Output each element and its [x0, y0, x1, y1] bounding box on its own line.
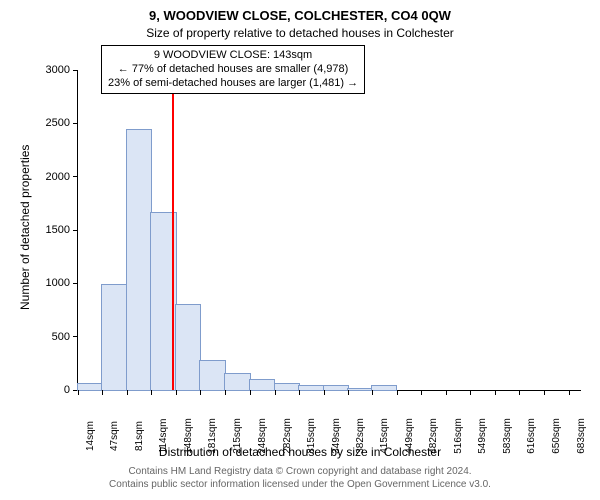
histogram-bar	[102, 285, 126, 390]
y-tick	[73, 70, 78, 71]
y-tick-label: 1500	[46, 224, 70, 236]
footer-line-2: Contains public sector information licen…	[0, 479, 600, 492]
attribution-footer: Contains HM Land Registry data © Crown c…	[0, 466, 600, 491]
x-tick	[102, 390, 103, 395]
histogram-bar	[200, 361, 224, 390]
x-tick	[151, 390, 152, 395]
histogram-bar	[275, 384, 299, 390]
x-tick	[127, 390, 128, 395]
x-tick	[176, 390, 177, 395]
y-tick-label: 500	[52, 331, 70, 343]
y-tick	[73, 283, 78, 284]
y-tick	[73, 176, 78, 177]
histogram-bar	[250, 380, 274, 390]
page-title: 9, WOODVIEW CLOSE, COLCHESTER, CO4 0QW	[0, 8, 600, 23]
histogram-bar	[127, 130, 151, 390]
x-tick	[324, 390, 325, 395]
callout-line-1: 9 WOODVIEW CLOSE: 143sqm	[108, 49, 358, 63]
property-marker-line	[172, 70, 174, 390]
x-tick	[569, 390, 570, 395]
y-tick-label: 1000	[46, 277, 70, 289]
x-tick	[544, 390, 545, 395]
histogram-bar	[176, 305, 200, 390]
histogram-bar	[225, 374, 249, 390]
histogram-bar	[372, 386, 396, 390]
histogram-bar	[78, 384, 102, 390]
y-tick-label: 2500	[46, 117, 70, 129]
x-tick	[519, 390, 520, 395]
x-tick	[348, 390, 349, 395]
y-tick	[73, 230, 78, 231]
histogram-bar	[299, 386, 323, 390]
x-tick	[446, 390, 447, 395]
x-tick	[470, 390, 471, 395]
callout-line-3: 23% of semi-detached houses are larger (…	[108, 77, 358, 91]
page-subtitle: Size of property relative to detached ho…	[0, 26, 600, 40]
y-tick	[73, 123, 78, 124]
y-axis-label: Number of detached properties	[18, 145, 32, 310]
histogram-bar	[324, 386, 348, 390]
x-tick	[225, 390, 226, 395]
histogram-plot: 9 WOODVIEW CLOSE: 143sqm ← 77% of detach…	[77, 70, 581, 391]
footer-line-1: Contains HM Land Registry data © Crown c…	[0, 466, 600, 479]
x-tick	[200, 390, 201, 395]
x-tick	[78, 390, 79, 395]
x-tick	[495, 390, 496, 395]
callout-line-2: ← 77% of detached houses are smaller (4,…	[108, 63, 358, 77]
y-tick-label: 3000	[46, 64, 70, 76]
y-tick-label: 0	[64, 384, 70, 396]
x-tick	[397, 390, 398, 395]
x-tick	[299, 390, 300, 395]
y-tick-label: 2000	[46, 171, 70, 183]
x-tick	[250, 390, 251, 395]
y-tick	[73, 336, 78, 337]
x-tick	[275, 390, 276, 395]
x-tick	[372, 390, 373, 395]
property-callout: 9 WOODVIEW CLOSE: 143sqm ← 77% of detach…	[101, 45, 365, 94]
histogram-bar	[348, 389, 372, 390]
x-axis-label: Distribution of detached houses by size …	[0, 445, 600, 459]
x-tick	[421, 390, 422, 395]
